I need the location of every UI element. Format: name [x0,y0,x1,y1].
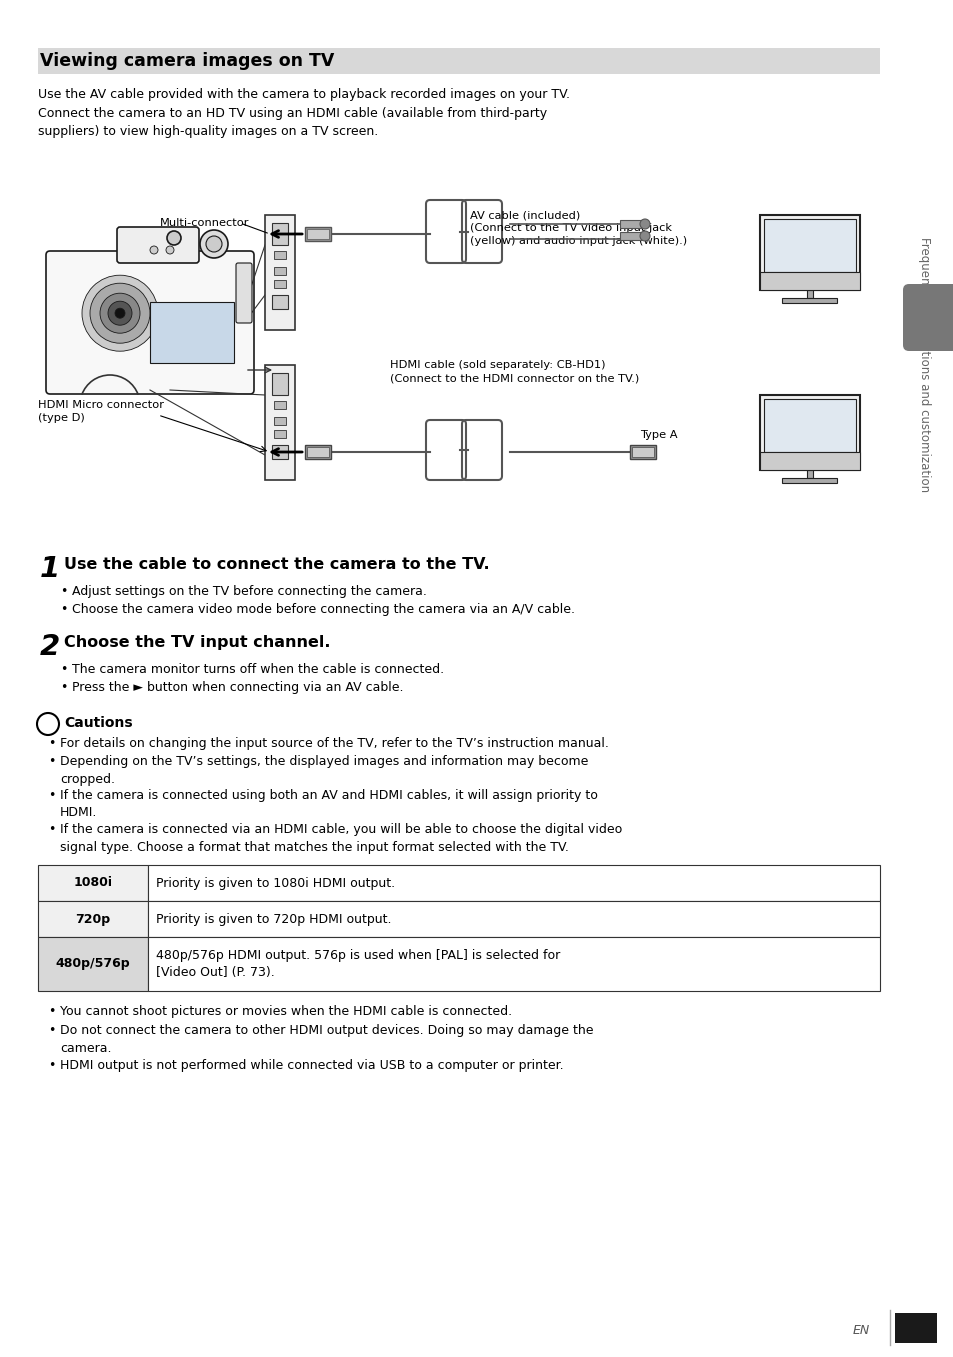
FancyBboxPatch shape [46,251,253,394]
Bar [806,290,812,299]
FancyBboxPatch shape [235,263,252,323]
FancyBboxPatch shape [894,1314,936,1343]
Circle shape [639,218,649,229]
Bar [265,365,294,480]
Text: !: ! [45,716,51,731]
Text: •: • [48,1025,55,1037]
Text: Choose the camera video mode before connecting the camera via an A/V cable.: Choose the camera video mode before conn… [71,603,575,616]
Text: Viewing camera images on TV: Viewing camera images on TV [40,52,334,71]
Bar [631,446,654,457]
Circle shape [37,712,59,735]
Text: •: • [48,1058,55,1072]
Text: Press the ► button when connecting via an AV cable.: Press the ► button when connecting via a… [71,681,403,693]
Polygon shape [305,227,331,242]
Bar [272,373,288,395]
Bar [760,395,859,470]
Text: •: • [48,754,55,768]
Bar [150,303,233,362]
Text: Do not connect the camera to other HDMI output devices. Doing so may damage the
: Do not connect the camera to other HDMI … [60,1025,593,1054]
Circle shape [206,236,222,252]
Text: 480p/576p HDMI output. 576p is used when [PAL] is selected for
[Video Out] (P. 7: 480p/576p HDMI output. 576p is used when… [156,949,559,980]
Bar [38,47,879,75]
Bar [781,478,837,483]
Text: 2: 2 [40,632,60,661]
Bar [781,299,837,303]
Text: Priority is given to 720p HDMI output.: Priority is given to 720p HDMI output. [156,912,391,925]
Circle shape [108,301,132,326]
Bar [148,936,879,991]
Circle shape [167,231,181,246]
Bar [38,901,148,936]
Text: 3: 3 [921,304,941,331]
Circle shape [100,293,140,334]
Text: Multi-connector: Multi-connector [160,218,250,228]
Text: HDMI output is not performed while connected via USB to a computer or printer.: HDMI output is not performed while conne… [60,1058,563,1072]
Text: You cannot shoot pictures or movies when the HDMI cable is connected.: You cannot shoot pictures or movies when… [60,1006,512,1018]
FancyBboxPatch shape [902,284,953,351]
Bar [307,229,329,239]
Text: •: • [60,681,68,693]
Circle shape [82,275,158,351]
Text: HDMI cable (sold separately: CB-HD1)
(Connect to the HDMI connector on the TV.): HDMI cable (sold separately: CB-HD1) (Co… [390,360,639,383]
Text: Cautions: Cautions [64,716,132,730]
Bar [274,402,286,408]
Bar [760,214,859,290]
Text: If the camera is connected via an HDMI cable, you will be able to choose the dig: If the camera is connected via an HDMI c… [60,822,621,854]
Bar [274,267,286,275]
Text: AV cable (included)
(Connect to the TV video input jack
(yellow) and audio input: AV cable (included) (Connect to the TV v… [470,210,686,247]
Text: •: • [60,664,68,676]
Polygon shape [305,445,331,459]
Text: 720p: 720p [75,912,111,925]
Bar [274,430,286,438]
Text: 1080i: 1080i [73,877,112,889]
Bar [272,294,288,309]
Bar [619,220,641,228]
Text: 480p/576p: 480p/576p [55,958,131,970]
Bar [38,936,148,991]
Text: •: • [60,603,68,616]
Text: 81: 81 [902,1319,927,1337]
Bar [38,864,148,901]
Text: •: • [48,788,55,802]
Text: Choose the TV input channel.: Choose the TV input channel. [64,635,330,650]
Bar [806,470,812,478]
FancyBboxPatch shape [117,227,199,263]
Text: Use the AV cable provided with the camera to playback recorded images on your TV: Use the AV cable provided with the camer… [38,88,569,138]
Text: For details on changing the input source of the TV, refer to the TV’s instructio: For details on changing the input source… [60,737,608,750]
Bar [272,445,288,459]
Text: Priority is given to 1080i HDMI output.: Priority is given to 1080i HDMI output. [156,877,395,889]
Bar [265,214,294,330]
Circle shape [639,231,649,242]
Bar [272,223,288,246]
Text: •: • [48,737,55,750]
Text: EN: EN [852,1323,869,1337]
Bar [763,218,855,271]
Text: The camera monitor turns off when the cable is connected.: The camera monitor turns off when the ca… [71,664,444,676]
Text: Type A: Type A [639,430,677,440]
Text: •: • [48,1006,55,1018]
Text: Frequently-used options and customization: Frequently-used options and customizatio… [918,237,930,493]
Bar [274,280,286,288]
Text: •: • [48,822,55,836]
Text: Depending on the TV’s settings, the displayed images and information may become
: Depending on the TV’s settings, the disp… [60,754,588,786]
Text: HDMI Micro connector
(type D): HDMI Micro connector (type D) [38,400,164,423]
Bar [274,251,286,259]
Circle shape [150,246,158,254]
Circle shape [200,229,228,258]
Circle shape [166,246,173,254]
Text: •: • [60,585,68,598]
Bar [760,452,859,470]
Bar [619,232,641,240]
Bar [274,417,286,425]
Polygon shape [629,445,656,459]
Bar [307,446,329,457]
Bar [760,271,859,290]
Circle shape [115,308,125,318]
Bar [148,901,879,936]
Text: 1: 1 [40,555,60,584]
Text: Use the cable to connect the camera to the TV.: Use the cable to connect the camera to t… [64,556,489,573]
Bar [763,399,855,452]
Circle shape [90,284,150,343]
Text: If the camera is connected using both an AV and HDMI cables, it will assign prio: If the camera is connected using both an… [60,788,598,820]
Text: Adjust settings on the TV before connecting the camera.: Adjust settings on the TV before connect… [71,585,426,598]
